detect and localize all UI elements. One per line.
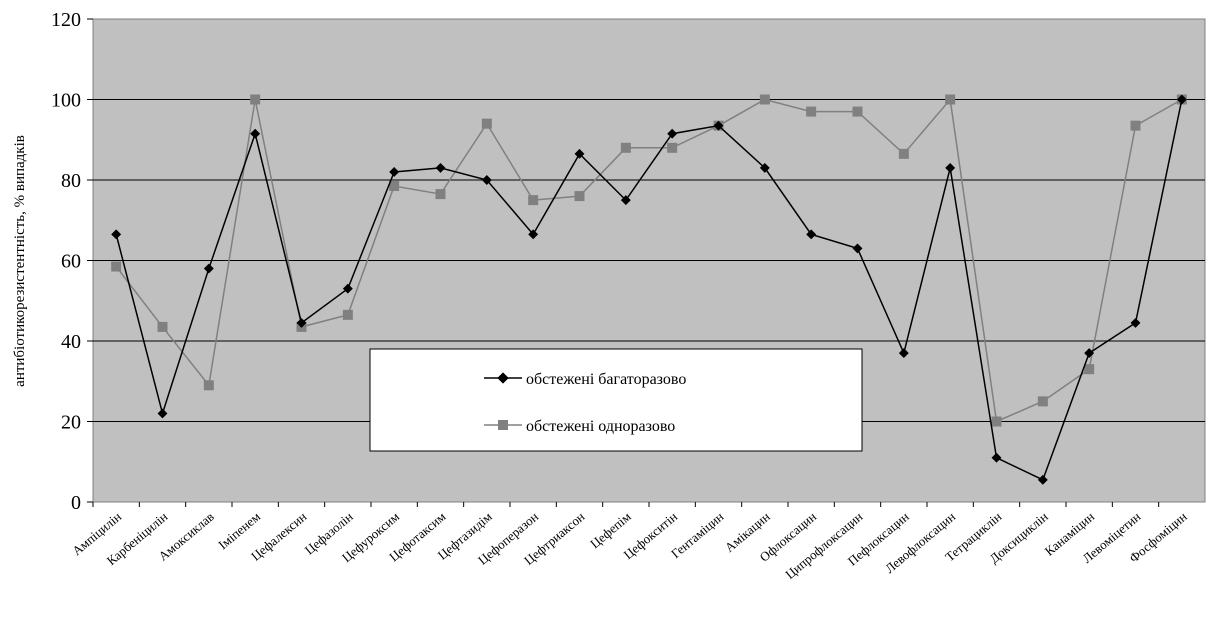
data-point-series-1 xyxy=(203,263,214,274)
data-point-series-2 xyxy=(1130,120,1141,131)
data-point-series-2 xyxy=(667,142,678,153)
y-tick-label: 80 xyxy=(61,170,81,192)
data-point-series-2 xyxy=(203,380,214,391)
data-point-series-2 xyxy=(759,94,770,105)
data-point-series-2 xyxy=(528,195,539,206)
y-tick-label: 60 xyxy=(61,251,81,273)
data-point-series-1 xyxy=(157,408,168,419)
data-point-series-2 xyxy=(945,94,956,105)
y-tick-label: 0 xyxy=(71,492,81,514)
data-point-series-2 xyxy=(250,94,261,105)
data-point-series-2 xyxy=(342,309,353,320)
data-point-series-1 xyxy=(1037,474,1048,485)
data-point-series-1 xyxy=(296,317,307,328)
series-line-1 xyxy=(115,99,1183,481)
data-point-series-2 xyxy=(157,321,168,332)
data-point-series-1 xyxy=(389,167,400,177)
data-point-series-2 xyxy=(574,191,585,202)
y-tick-labels: 0 20 40 60 80 100 120 xyxy=(51,9,81,514)
y-axis-label: антибіотикорезистентність, % випадків xyxy=(12,135,28,387)
x-tick-labels: АмпіцилінКарбеніцилінАмоксиклавІміпенемЦ… xyxy=(69,502,1190,582)
y-tick-label: 120 xyxy=(51,9,81,31)
data-point-series-1 xyxy=(759,162,770,173)
data-point-series-1 xyxy=(620,195,631,206)
gridlines xyxy=(87,18,1205,503)
y-tick-label: 40 xyxy=(61,331,81,353)
data-point-series-1 xyxy=(713,120,724,131)
data-point-series-2 xyxy=(991,416,1002,427)
data-point-series-2 xyxy=(1084,364,1095,375)
series-group xyxy=(111,94,1187,485)
data-point-series-1 xyxy=(342,283,353,294)
data-point-series-1 xyxy=(528,229,539,240)
y-tick-label: 20 xyxy=(61,412,81,434)
data-point-series-2 xyxy=(389,181,400,192)
x-tick-label: Ципрофлоксацин xyxy=(782,509,865,582)
y-tick-label: 100 xyxy=(51,90,81,112)
data-point-series-1 xyxy=(806,229,817,240)
data-point-series-1 xyxy=(574,148,585,159)
data-point-series-2 xyxy=(806,106,817,117)
data-point-series-2 xyxy=(111,261,122,272)
legend-label-series-1: обстежені багаторазово xyxy=(526,371,686,388)
data-point-series-1 xyxy=(852,243,863,254)
data-point-series-1 xyxy=(1176,94,1187,105)
data-point-series-1 xyxy=(435,162,446,173)
data-point-series-1 xyxy=(481,175,492,185)
data-point-series-2 xyxy=(435,189,446,200)
data-point-series-1 xyxy=(250,128,261,139)
data-point-series-2 xyxy=(481,118,492,129)
data-point-series-1 xyxy=(991,452,1002,463)
data-point-series-2 xyxy=(852,106,863,117)
data-point-series-2 xyxy=(620,142,631,153)
legend-marker-series-1 xyxy=(497,372,509,384)
data-point-series-2 xyxy=(898,148,909,159)
data-point-series-1 xyxy=(111,229,122,240)
data-point-series-1 xyxy=(898,348,909,359)
legend-box xyxy=(369,348,863,452)
data-point-series-1 xyxy=(1130,317,1141,328)
data-point-series-1 xyxy=(1084,348,1095,359)
legend-label-series-2: обстежені одноразово xyxy=(526,418,675,435)
data-point-series-1 xyxy=(667,128,678,139)
legend-marker-series-2 xyxy=(498,420,508,430)
legend: обстежені багаторазово обстежені однораз… xyxy=(369,348,863,452)
data-point-series-1 xyxy=(945,162,956,173)
data-point-series-2 xyxy=(1037,396,1048,407)
